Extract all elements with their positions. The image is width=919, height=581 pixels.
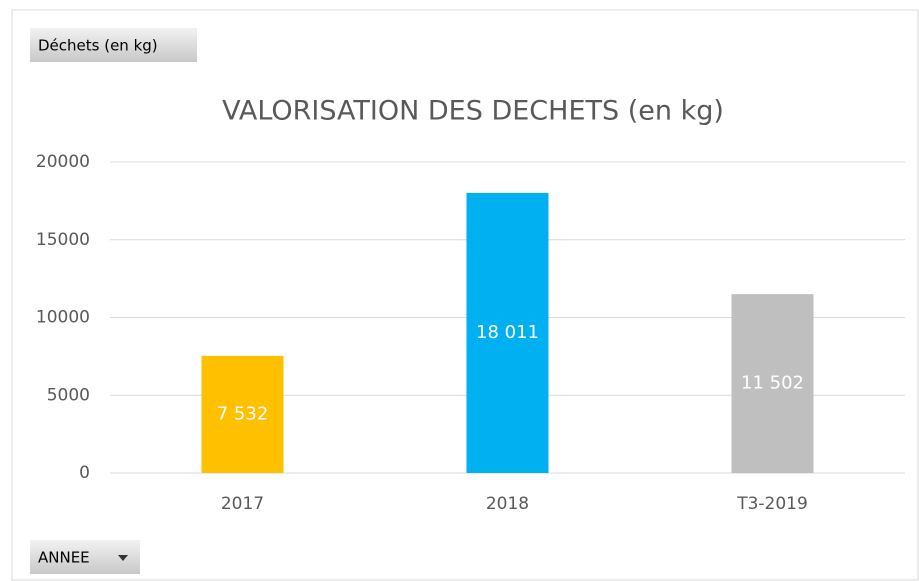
- axis-field-button[interactable]: ANNEE: [30, 540, 140, 574]
- dropdown-arrow[interactable]: [118, 555, 128, 561]
- y-tick-label: 10000: [36, 308, 90, 328]
- x-tick-label: T3-2019: [736, 494, 808, 514]
- y-tick-label: 5000: [47, 385, 90, 405]
- x-tick-label: 2017: [221, 494, 264, 514]
- button-label[interactable]: Déchets (en kg): [38, 37, 158, 55]
- y-tick-label: 20000: [36, 152, 90, 172]
- data-label: 11 502: [741, 373, 804, 394]
- bar: [201, 355, 284, 473]
- bar: [731, 294, 814, 473]
- y-tick-label: 15000: [36, 230, 90, 250]
- button-bg[interactable]: [30, 28, 197, 62]
- value-field-button[interactable]: Déchets (en kg): [30, 28, 197, 62]
- button-label[interactable]: ANNEE: [38, 549, 90, 567]
- data-label: 18 011: [476, 322, 539, 343]
- data-label: 7 532: [217, 403, 269, 424]
- chart-title: VALORISATION DES DECHETS (en kg): [222, 96, 724, 127]
- bar: [466, 192, 549, 473]
- y-tick-label: 0: [79, 463, 90, 483]
- x-tick-label: 2018: [486, 494, 529, 514]
